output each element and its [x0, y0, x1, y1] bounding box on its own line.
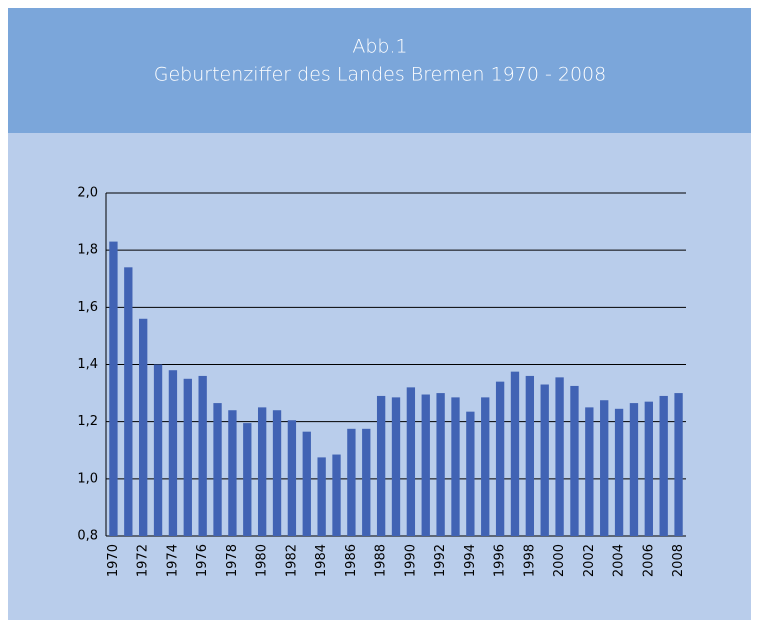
- y-tick-label: 2,0: [77, 186, 98, 201]
- bar: [317, 457, 326, 536]
- x-tick-label: 1972: [136, 544, 151, 577]
- bar: [272, 410, 282, 536]
- x-tick-label: 1988: [374, 544, 389, 577]
- x-tick-label: 1978: [225, 544, 240, 577]
- bar: [421, 394, 430, 536]
- x-tick-label: 2002: [582, 544, 597, 577]
- bar: [540, 384, 549, 536]
- y-tick-label: 1,8: [77, 243, 98, 258]
- bar: [600, 400, 609, 536]
- bar: [153, 364, 163, 536]
- bar: [376, 395, 386, 536]
- bar: [391, 397, 401, 536]
- bar: [555, 377, 564, 536]
- bar: [302, 431, 311, 536]
- bar: [644, 401, 653, 536]
- bar: [481, 397, 490, 536]
- x-tick-label: 2006: [641, 544, 656, 577]
- x-tick-label: 1994: [463, 544, 478, 577]
- bar: [570, 385, 579, 536]
- header-band: [8, 8, 751, 133]
- y-tick-label: 1,0: [77, 471, 98, 486]
- bar: [674, 393, 683, 536]
- bar: [109, 241, 118, 536]
- bar: [347, 428, 356, 536]
- x-tick-label: 1998: [522, 544, 537, 577]
- x-tick-label: 1996: [493, 544, 508, 577]
- bar: [406, 387, 416, 536]
- bar: [124, 267, 133, 536]
- chart-subtitle: Geburtenziffer des Landes Bremen 1970 - …: [154, 64, 606, 86]
- bar: [257, 407, 267, 536]
- x-tick-label: 2008: [671, 544, 686, 577]
- chart-title: Abb.1: [352, 36, 407, 58]
- bar: [168, 370, 178, 536]
- y-tick-label: 1,4: [77, 357, 98, 372]
- x-tick-label: 1986: [344, 544, 359, 577]
- bar: [466, 411, 475, 536]
- bar: [228, 410, 237, 536]
- bar: [139, 318, 148, 536]
- bar: [198, 375, 207, 536]
- bar: [243, 423, 252, 536]
- x-tick-label: 1990: [403, 544, 418, 577]
- x-tick-label: 1974: [165, 544, 180, 577]
- bar: [332, 454, 341, 536]
- bar: [585, 407, 594, 536]
- x-tick-label: 2000: [552, 544, 567, 577]
- bar: [495, 381, 505, 536]
- bar: [213, 403, 222, 536]
- bar: [614, 408, 624, 536]
- x-tick-label: 1992: [433, 544, 448, 577]
- bar: [629, 403, 639, 536]
- x-tick-label: 1970: [106, 544, 121, 577]
- y-tick-label: 0,8: [77, 529, 98, 544]
- x-tick-label: 1984: [314, 544, 329, 577]
- bar: [436, 393, 445, 536]
- bar: [510, 371, 520, 536]
- x-tick-label: 1976: [195, 544, 210, 577]
- bar: [451, 397, 460, 536]
- x-tick-label: 1980: [255, 544, 270, 577]
- bar: [183, 378, 192, 536]
- bar: [362, 428, 371, 536]
- bar: [287, 420, 297, 536]
- x-tick-label: 1982: [284, 544, 299, 577]
- bar: [659, 395, 668, 536]
- x-tick-label: 2004: [612, 544, 627, 577]
- y-tick-label: 1,2: [77, 414, 98, 429]
- bar: [525, 375, 535, 536]
- y-tick-label: 1,6: [77, 300, 98, 315]
